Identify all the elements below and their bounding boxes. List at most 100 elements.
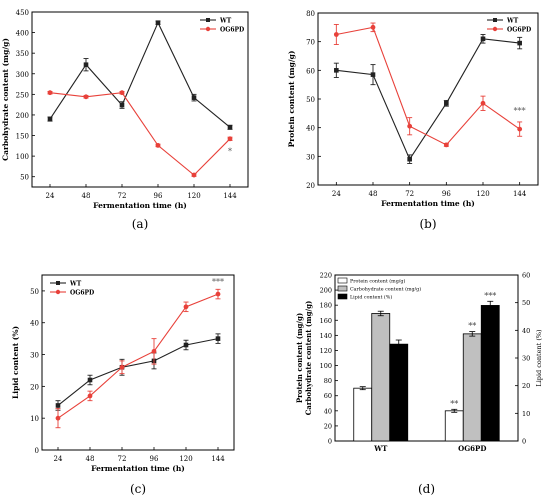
data-point <box>215 336 221 341</box>
legend-swatch <box>337 293 348 300</box>
x-tick-label: 48 <box>369 190 378 198</box>
plot-frame <box>31 11 249 188</box>
bar <box>480 305 500 442</box>
data-point <box>87 377 93 383</box>
data-point <box>151 348 157 354</box>
x-tick-label: 144 <box>513 190 527 198</box>
category-label: WT <box>373 444 388 453</box>
panel-label: (c) <box>130 482 146 496</box>
data-point <box>191 95 197 100</box>
legend-marker <box>205 26 211 32</box>
y-tick-label: 30 <box>30 352 39 360</box>
y-tick-label: 400 <box>16 30 29 38</box>
significance-label: *** <box>514 106 526 115</box>
x-tick-label: 72 <box>118 192 127 200</box>
data-point <box>333 32 339 37</box>
data-point <box>517 40 522 46</box>
data-point <box>444 101 449 106</box>
y2-tick-label: 10 <box>522 410 530 418</box>
series-line <box>336 26 520 146</box>
bar <box>389 343 409 442</box>
plot-frame <box>317 12 539 186</box>
plot-frame <box>41 274 235 451</box>
x-tick-label: 144 <box>211 455 225 463</box>
bar <box>444 410 464 442</box>
y-tick-label: 350 <box>16 50 29 58</box>
y-tick-label: 20 <box>30 383 39 391</box>
y-tick-label: 220 <box>320 272 332 280</box>
chart-d-bar: 0 20 40 60 80 100 120 140 160 180 200 220 0 10 20 30 40 5… <box>295 272 543 497</box>
y2-axis-title: Lipid content (%) <box>535 329 543 387</box>
bar <box>353 387 373 442</box>
y-tick-label: 40 <box>306 125 315 133</box>
y-tick-label: 120 <box>320 347 332 355</box>
legend-label: Lipid content (%) <box>350 294 392 301</box>
y-tick-label: 200 <box>16 112 29 120</box>
y-tick-label: 40 <box>30 320 39 328</box>
panel-label: (d) <box>418 482 435 496</box>
data-point <box>119 102 125 108</box>
significance-label: *** <box>212 277 224 286</box>
significance-label: ** <box>450 399 458 408</box>
y2-tick-label: 40 <box>522 327 530 335</box>
y-tick-label: 0 <box>35 447 39 455</box>
legend-label: WT <box>219 18 232 25</box>
data-point <box>227 136 233 142</box>
data-point <box>87 393 93 399</box>
data-point <box>370 24 376 30</box>
chart-b-protein: 20 30 40 50 60 70 80 24 48 72 96 120 144 Fermentation… <box>287 10 539 231</box>
data-point <box>155 143 161 148</box>
legend-marker <box>493 18 497 22</box>
y2-tick-label: 50 <box>522 299 530 307</box>
y-tick-label: 60 <box>306 67 315 75</box>
y2-tick-label: 0 <box>522 438 526 446</box>
y-tick-label: 40 <box>324 407 332 415</box>
category-label: OG6PD <box>458 444 486 453</box>
y-axis-title: Lipid content (%) <box>11 326 20 399</box>
data-point <box>407 123 413 129</box>
y-axis-title: Carbohydrate content (mg/g) <box>1 38 10 161</box>
x-tick-label: 72 <box>118 455 127 463</box>
significance-label: *** <box>484 291 496 300</box>
y-tick-label: 180 <box>320 302 332 310</box>
data-point <box>480 100 486 106</box>
data-point <box>334 68 339 73</box>
y-axis-title: Protein content (mg/g) <box>295 313 304 403</box>
x-tick-label: 96 <box>150 455 159 463</box>
series-line <box>49 21 231 128</box>
y-tick-label: 160 <box>320 317 332 325</box>
data-point <box>55 403 61 408</box>
y-tick-label: 450 <box>16 9 29 17</box>
y-tick-label: 50 <box>30 288 39 296</box>
data-point <box>55 415 61 421</box>
data-point <box>227 124 233 130</box>
x-tick-label: 72 <box>405 190 414 198</box>
y-tick-label: 80 <box>324 377 332 385</box>
x-tick-label: 24 <box>54 455 63 463</box>
x-tick-label: 48 <box>86 455 95 463</box>
y-tick-label: 200 <box>320 287 332 295</box>
series-line <box>336 38 520 161</box>
panel-label: (b) <box>419 217 436 231</box>
x-tick-label: 120 <box>476 190 489 198</box>
y-tick-label: 0 <box>328 438 332 446</box>
x-tick-label: 48 <box>82 192 91 200</box>
y-tick-label: 100 <box>320 362 332 370</box>
x-axis-title: Fermentation time (h) <box>381 199 475 208</box>
x-tick-label: 96 <box>154 192 163 200</box>
y2-tick-label: 60 <box>522 272 530 280</box>
x-tick-label: 96 <box>442 190 451 198</box>
series-line <box>49 92 231 176</box>
y-axis-title: Protein content (mg/g) <box>287 51 296 148</box>
significance-label: * <box>228 147 232 156</box>
data-point <box>183 342 189 348</box>
x-axis-title: Fermentation time (h) <box>91 464 185 473</box>
x-tick-label: 144 <box>223 192 237 200</box>
legend-label: OG6PD <box>507 27 531 34</box>
data-point <box>83 94 89 100</box>
y2-tick-label: 30 <box>522 355 530 363</box>
legend-marker <box>56 281 60 285</box>
x-tick-label: 120 <box>187 192 200 200</box>
data-point <box>191 172 197 178</box>
y-tick-label: 150 <box>16 133 29 141</box>
